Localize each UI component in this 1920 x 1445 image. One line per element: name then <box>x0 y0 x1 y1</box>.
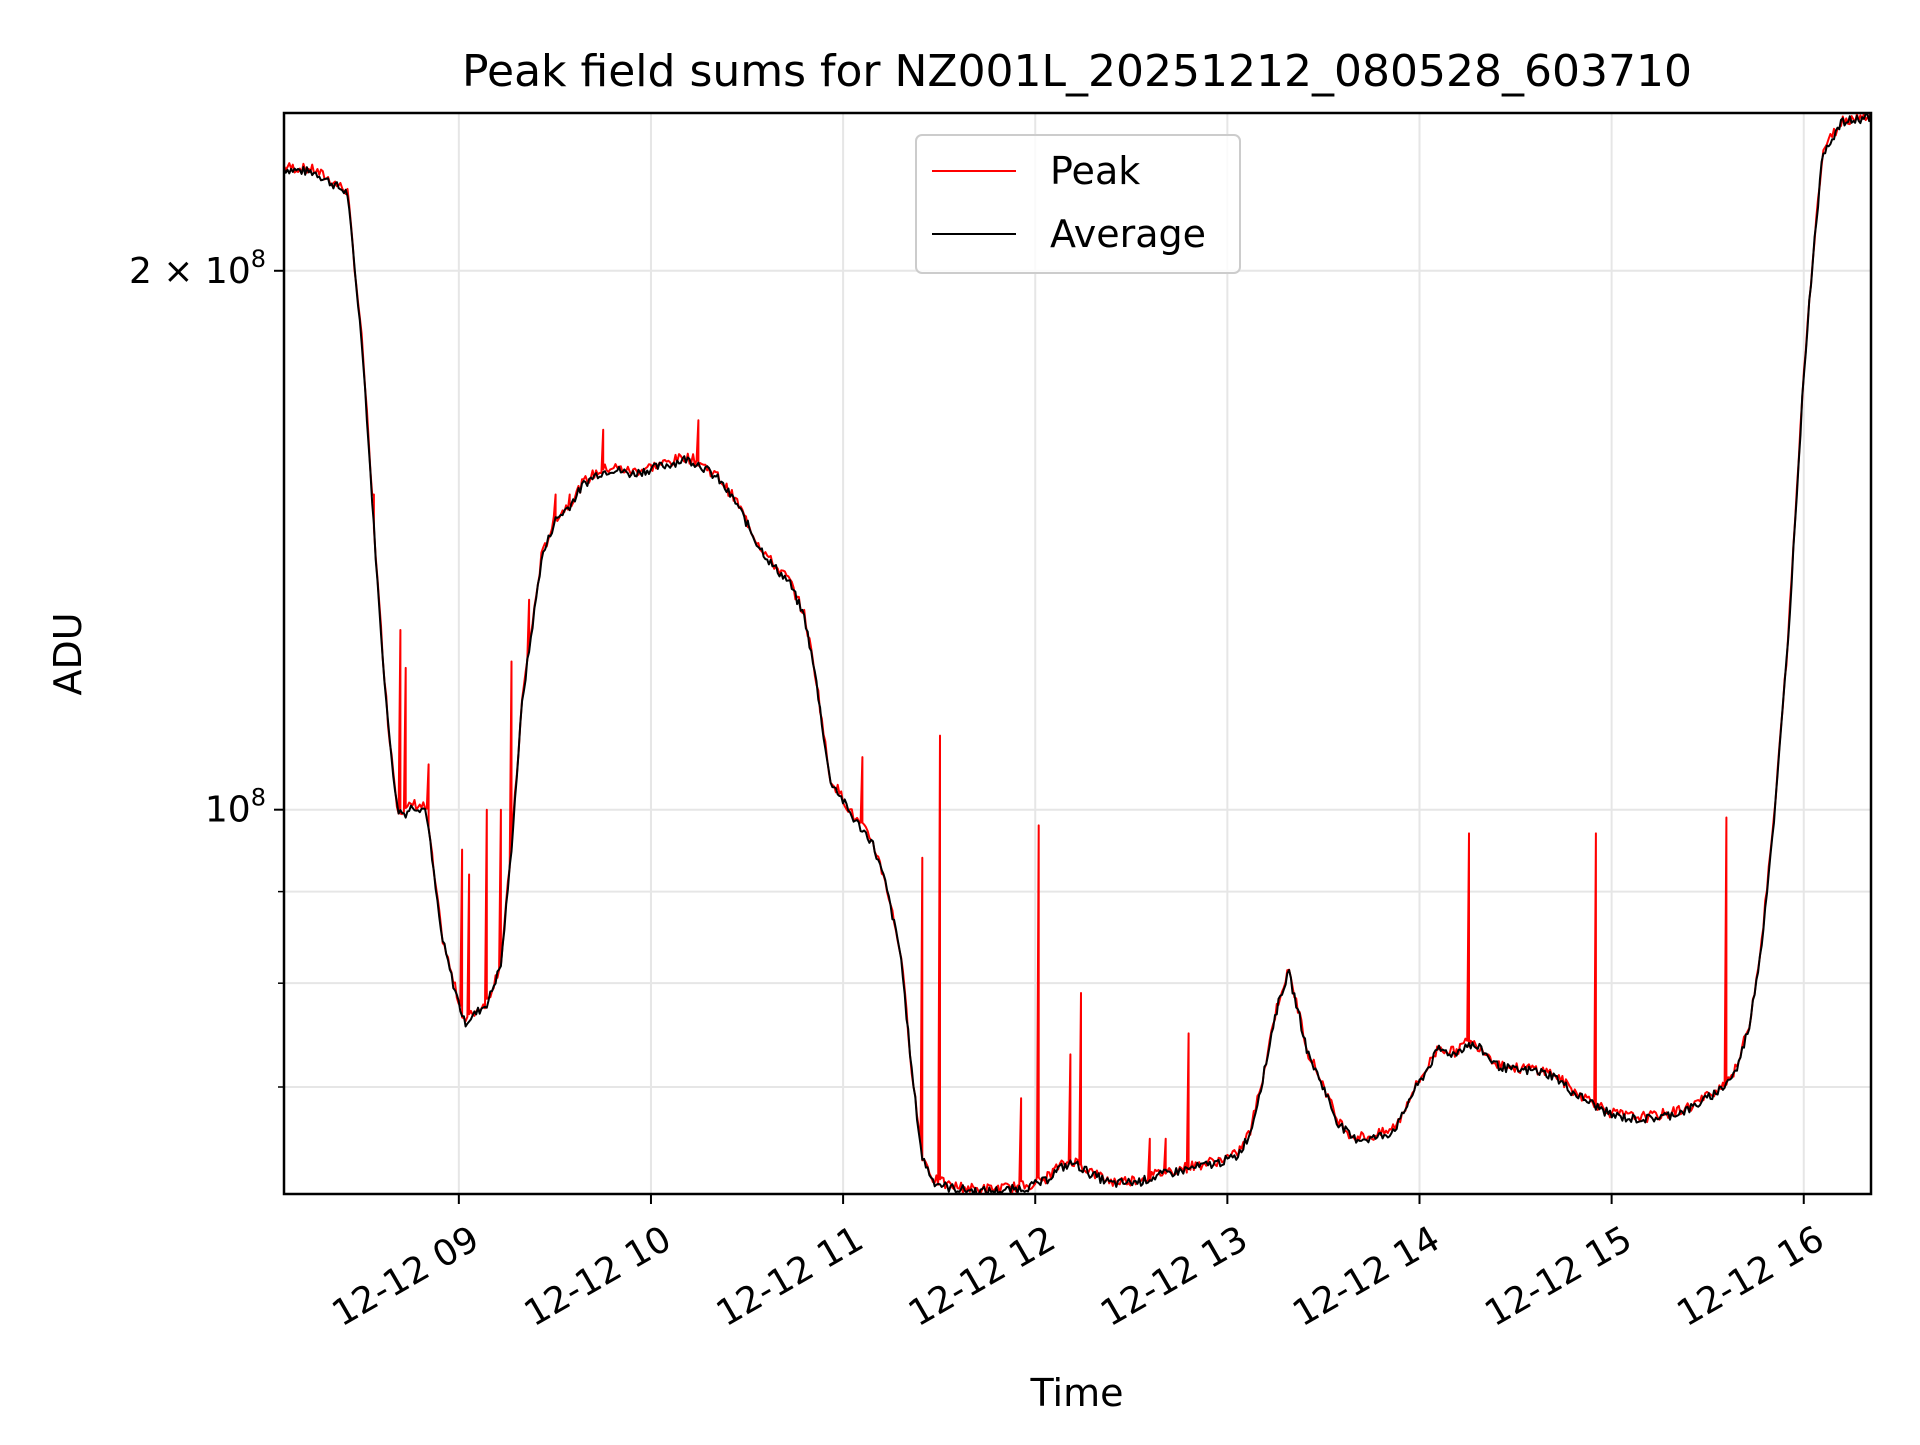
grid-layer <box>284 113 1871 1194</box>
y-tick-label: 2 × 108 <box>129 245 266 292</box>
y-axis-label: ADU <box>46 612 90 695</box>
legend-peak-label: Peak <box>1050 149 1140 193</box>
legend: Peak Average <box>915 134 1241 274</box>
x-axis-label: Time <box>1030 1371 1124 1415</box>
legend-average-label: Average <box>1050 212 1206 256</box>
y-tick-label: 108 <box>205 784 266 831</box>
legend-box <box>915 134 1241 274</box>
average-series-line <box>284 113 1871 1194</box>
plot-frame <box>282 111 1873 1196</box>
chart-title: Peak field sums for NZ001L_20251212_0805… <box>462 46 1692 97</box>
plot-area <box>284 113 1871 1194</box>
